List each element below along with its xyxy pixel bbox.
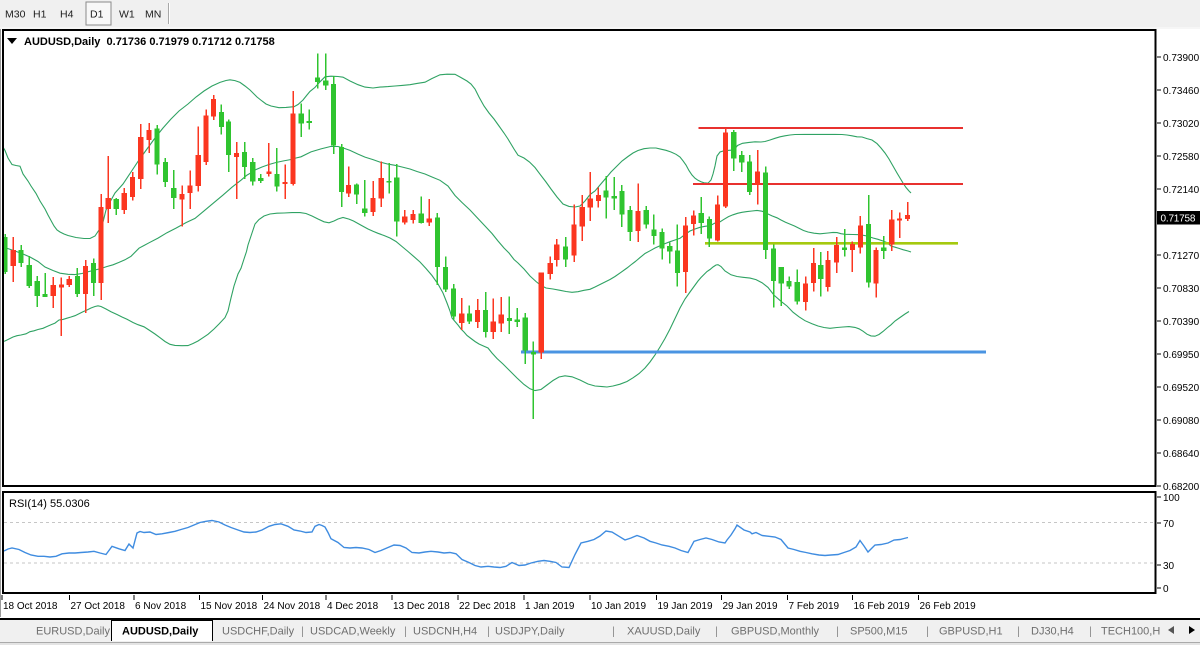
svg-text:22 Dec 2018: 22 Dec 2018 <box>459 601 516 612</box>
svg-text:24 Nov 2018: 24 Nov 2018 <box>264 601 321 612</box>
svg-text:27 Oct 2018: 27 Oct 2018 <box>71 601 126 612</box>
svg-text:0.69080: 0.69080 <box>1163 416 1200 427</box>
svg-text:26 Feb 2019: 26 Feb 2019 <box>920 601 977 612</box>
svg-text:0.71758: 0.71758 <box>1161 214 1196 225</box>
svg-text:GBPUSD,H1: GBPUSD,H1 <box>939 626 1003 638</box>
svg-text:SP500,M15: SP500,M15 <box>850 626 907 638</box>
svg-text:16 Feb 2019: 16 Feb 2019 <box>854 601 911 612</box>
svg-text:DJ30,H4: DJ30,H4 <box>1031 626 1074 638</box>
svg-text:7 Feb 2019: 7 Feb 2019 <box>789 601 840 612</box>
svg-text:GBPUSD,Monthly: GBPUSD,Monthly <box>731 626 820 638</box>
svg-text:0.72580: 0.72580 <box>1163 152 1200 163</box>
svg-text:0.72140: 0.72140 <box>1163 185 1200 196</box>
svg-text:|: | <box>926 626 929 638</box>
svg-text:100: 100 <box>1163 493 1180 504</box>
svg-text:10 Jan 2019: 10 Jan 2019 <box>591 601 646 612</box>
svg-text:|: | <box>1089 626 1092 638</box>
svg-text:EURUSD,Daily: EURUSD,Daily <box>36 626 110 638</box>
svg-text:XAUUSD,Daily: XAUUSD,Daily <box>627 626 701 638</box>
svg-text:30: 30 <box>1163 561 1175 572</box>
svg-text:AUDUSD,Daily: AUDUSD,Daily <box>122 626 199 638</box>
svg-text:TECH100,H: TECH100,H <box>1101 626 1160 638</box>
svg-text:0: 0 <box>1163 584 1169 595</box>
svg-text:0.69950: 0.69950 <box>1163 350 1200 361</box>
svg-text:H1: H1 <box>33 9 47 21</box>
svg-text:18 Oct 2018: 18 Oct 2018 <box>3 601 58 612</box>
svg-text:0.71270: 0.71270 <box>1163 251 1200 262</box>
svg-text:13 Dec 2018: 13 Dec 2018 <box>393 601 450 612</box>
svg-text:4 Dec 2018: 4 Dec 2018 <box>327 601 379 612</box>
svg-text:29 Jan 2019: 29 Jan 2019 <box>723 601 778 612</box>
svg-text:|: | <box>715 626 718 638</box>
svg-text:RSI(14) 55.0306: RSI(14) 55.0306 <box>9 498 90 510</box>
svg-text:19 Jan 2019: 19 Jan 2019 <box>658 601 713 612</box>
svg-text:W1: W1 <box>119 9 135 21</box>
svg-text:USDJPY,Daily: USDJPY,Daily <box>495 626 565 638</box>
svg-text:H4: H4 <box>60 9 74 21</box>
svg-text:USDCHF,Daily: USDCHF,Daily <box>222 626 295 638</box>
svg-text:AUDUSD,Daily 0.71736 0.71979: AUDUSD,Daily 0.71736 0.71979 0.71712 0.7… <box>24 36 275 48</box>
svg-text:|: | <box>487 626 490 638</box>
svg-text:D1: D1 <box>90 9 104 21</box>
svg-text:|: | <box>301 626 304 638</box>
svg-text:1 Jan 2019: 1 Jan 2019 <box>525 601 575 612</box>
svg-text:0.73900: 0.73900 <box>1163 53 1200 64</box>
svg-text:|: | <box>836 626 839 638</box>
svg-text:0.68640: 0.68640 <box>1163 449 1200 460</box>
svg-text:|: | <box>404 626 407 638</box>
svg-text:|: | <box>1017 626 1020 638</box>
svg-text:0.73020: 0.73020 <box>1163 119 1200 130</box>
svg-text:70: 70 <box>1163 519 1175 530</box>
svg-text:15 Nov 2018: 15 Nov 2018 <box>201 601 258 612</box>
svg-text:USDCAD,Weekly: USDCAD,Weekly <box>310 626 396 638</box>
svg-text:0.69520: 0.69520 <box>1163 383 1200 394</box>
svg-text:MN: MN <box>145 9 161 21</box>
svg-text:0.68200: 0.68200 <box>1163 482 1200 493</box>
svg-text:0.70830: 0.70830 <box>1163 284 1200 295</box>
svg-text:|: | <box>612 626 615 638</box>
svg-text:0.70390: 0.70390 <box>1163 317 1200 328</box>
svg-text:USDCNH,H4: USDCNH,H4 <box>413 626 477 638</box>
svg-text:M30: M30 <box>5 9 26 21</box>
svg-text:6 Nov 2018: 6 Nov 2018 <box>135 601 187 612</box>
svg-text:0.73460: 0.73460 <box>1163 86 1200 97</box>
